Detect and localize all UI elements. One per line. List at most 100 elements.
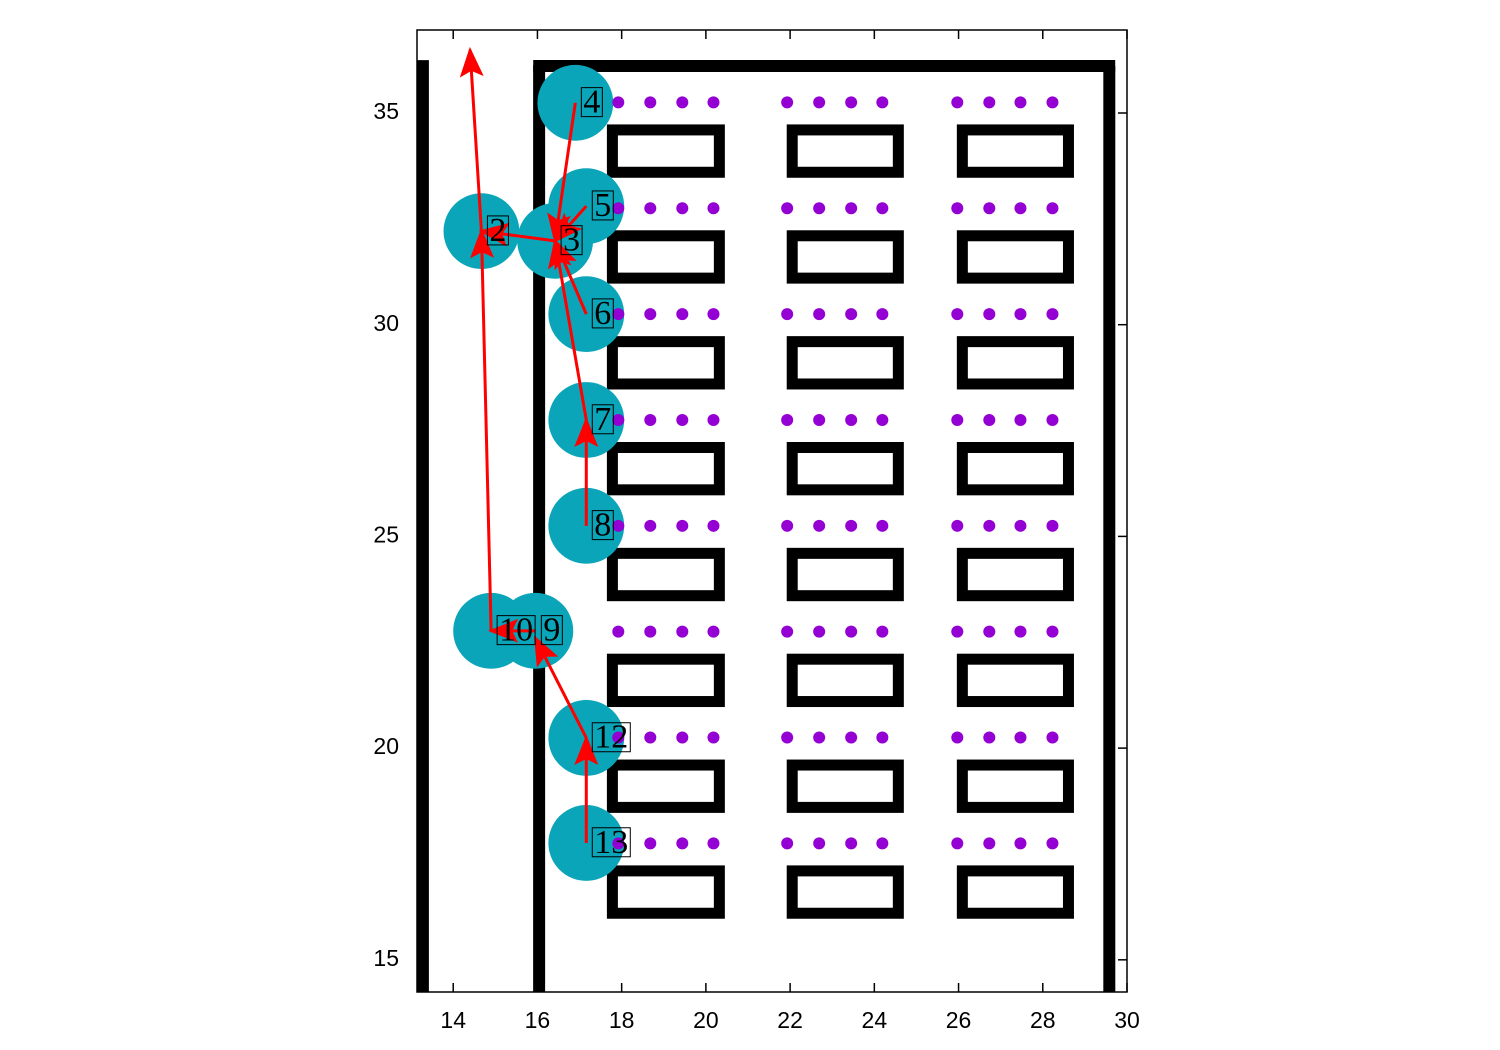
rack bbox=[956, 653, 1074, 708]
waypoint bbox=[1014, 202, 1027, 215]
waypoint bbox=[676, 731, 689, 744]
path-arrow bbox=[533, 635, 588, 739]
waypoint bbox=[676, 413, 689, 426]
waypoint bbox=[876, 519, 889, 532]
rack bbox=[956, 865, 1074, 919]
waypoint bbox=[845, 308, 858, 321]
rack bbox=[606, 230, 725, 284]
agent bbox=[537, 64, 614, 141]
waypoint bbox=[1014, 96, 1027, 109]
x-tick-label: 22 bbox=[777, 1007, 803, 1033]
waypoint bbox=[707, 837, 720, 850]
waypoint bbox=[983, 837, 996, 850]
label-box bbox=[591, 827, 631, 858]
x-tick-label: 18 bbox=[609, 1007, 635, 1033]
waypoint bbox=[612, 96, 625, 109]
waypoint bbox=[876, 413, 889, 426]
agent-label: 4 bbox=[583, 84, 600, 121]
waypoint bbox=[644, 202, 657, 215]
path-arrow bbox=[547, 237, 588, 421]
waypoint bbox=[876, 731, 889, 744]
rack bbox=[606, 547, 725, 602]
x-tick-label: 20 bbox=[693, 1007, 719, 1033]
waypoint bbox=[612, 519, 625, 532]
waypoint bbox=[1014, 308, 1027, 321]
rack bbox=[786, 441, 904, 496]
waypoint bbox=[676, 625, 689, 638]
waypoint bbox=[1014, 625, 1027, 638]
waypoint bbox=[707, 96, 720, 109]
waypoint bbox=[845, 731, 858, 744]
rack bbox=[956, 547, 1074, 602]
waypoint bbox=[781, 519, 794, 532]
x-tick-label: 28 bbox=[1030, 1007, 1056, 1033]
rack bbox=[786, 336, 904, 390]
waypoint bbox=[983, 625, 996, 638]
label-box bbox=[591, 510, 614, 541]
waypoint bbox=[983, 519, 996, 532]
waypoint bbox=[1046, 519, 1059, 532]
agent-label: 2 bbox=[489, 212, 506, 249]
waypoint bbox=[612, 202, 625, 215]
agent-label: 6 bbox=[594, 295, 611, 332]
plot-frame bbox=[416, 29, 1128, 993]
waypoint bbox=[644, 837, 657, 850]
x-tick-label: 16 bbox=[525, 1007, 551, 1033]
waypoint bbox=[781, 202, 794, 215]
waypoint bbox=[813, 731, 826, 744]
label-box bbox=[496, 615, 536, 646]
y-tick-label: 35 bbox=[373, 98, 399, 124]
rack bbox=[786, 865, 904, 919]
waypoint bbox=[813, 837, 826, 850]
label-box bbox=[560, 225, 583, 256]
waypoint bbox=[813, 308, 826, 321]
waypoint bbox=[845, 519, 858, 532]
waypoint bbox=[876, 96, 889, 109]
waypoint bbox=[644, 96, 657, 109]
label-box bbox=[591, 722, 631, 753]
waypoint bbox=[845, 837, 858, 850]
y-tick-label: 20 bbox=[373, 733, 399, 759]
rack bbox=[956, 759, 1074, 813]
agent-label: 8 bbox=[594, 507, 611, 544]
waypoint bbox=[813, 96, 826, 109]
rack bbox=[786, 124, 904, 178]
path-arrow bbox=[553, 238, 588, 315]
y-tick-label: 25 bbox=[373, 521, 399, 547]
waypoint bbox=[951, 625, 964, 638]
waypoint bbox=[876, 308, 889, 321]
agent-label: 3 bbox=[563, 222, 580, 259]
rack bbox=[606, 124, 725, 178]
rack bbox=[606, 759, 725, 813]
waypoint bbox=[876, 625, 889, 638]
waypoint bbox=[644, 625, 657, 638]
waypoint bbox=[1046, 413, 1059, 426]
x-tick-label: 30 bbox=[1114, 1007, 1140, 1033]
waypoint bbox=[1046, 202, 1059, 215]
rack bbox=[956, 336, 1074, 390]
waypoint bbox=[707, 413, 720, 426]
rack bbox=[786, 547, 904, 602]
rack bbox=[956, 124, 1074, 178]
waypoint bbox=[676, 202, 689, 215]
waypoint bbox=[1046, 96, 1059, 109]
path-arrow bbox=[459, 46, 484, 232]
label-box bbox=[540, 615, 563, 646]
waypoint bbox=[707, 625, 720, 638]
waypoint bbox=[781, 413, 794, 426]
agent-label: 9 bbox=[543, 612, 560, 649]
waypoint bbox=[1046, 308, 1059, 321]
waypoint bbox=[707, 308, 720, 321]
waypoint bbox=[983, 96, 996, 109]
waypoint bbox=[983, 202, 996, 215]
waypoint bbox=[612, 625, 625, 638]
waypoint bbox=[781, 625, 794, 638]
waypoint bbox=[951, 731, 964, 744]
waypoint bbox=[676, 308, 689, 321]
waypoint bbox=[845, 413, 858, 426]
rack bbox=[606, 336, 725, 390]
waypoint bbox=[644, 519, 657, 532]
waypoint bbox=[612, 837, 625, 850]
